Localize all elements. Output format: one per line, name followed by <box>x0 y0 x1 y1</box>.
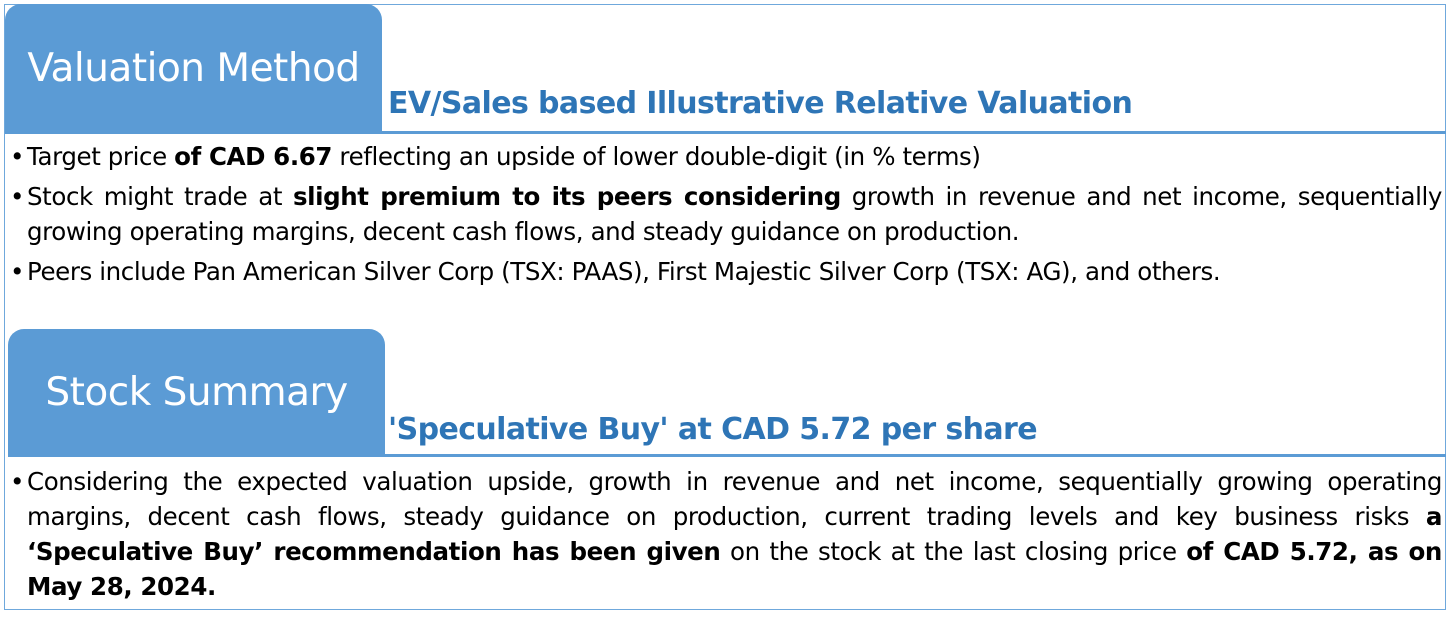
valuation-method-tab: Valuation Method <box>5 4 382 133</box>
list-item: Considering the expected valuation upsid… <box>10 464 1442 604</box>
content-frame <box>4 4 1446 610</box>
stock-summary-subheading: 'Speculative Buy' at CAD 5.72 per share <box>388 412 1038 447</box>
valuation-subheading: EV/Sales based Illustrative Relative Val… <box>388 86 1133 121</box>
valuation-bullet-list: Target price of CAD 6.67 reflecting an u… <box>10 139 1442 289</box>
valuation-method-tab-label: Valuation Method <box>27 46 360 91</box>
summary-bullet-list: Considering the expected valuation upsid… <box>10 464 1442 604</box>
list-item: Target price of CAD 6.67 reflecting an u… <box>10 139 1442 174</box>
list-item: Peers include Pan American Silver Corp (… <box>10 254 1442 289</box>
valuation-divider <box>5 131 1446 134</box>
list-item: Stock might trade at slight premium to i… <box>10 179 1442 249</box>
stock-summary-tab-label: Stock Summary <box>45 369 348 415</box>
stock-summary-divider <box>8 454 1446 457</box>
stock-summary-tab: Stock Summary <box>8 329 385 455</box>
